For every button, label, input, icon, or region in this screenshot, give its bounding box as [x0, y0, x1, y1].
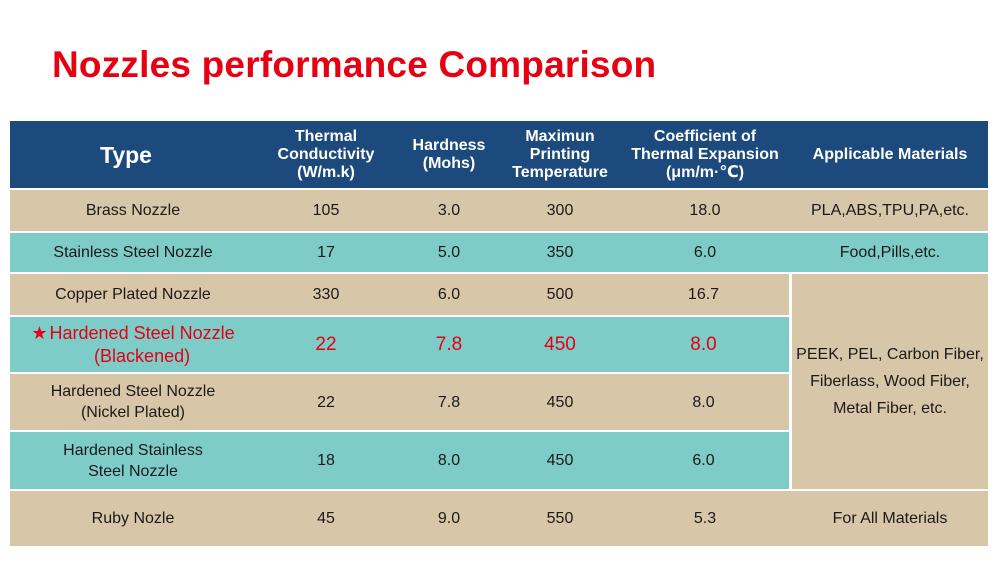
cell-expansion: 16.7: [618, 274, 789, 315]
cell-temperature: 300: [502, 190, 618, 231]
cell-expansion: 18.0: [618, 190, 792, 231]
cell-expansion: 8.0: [618, 374, 789, 430]
cell-thermal: 22: [256, 317, 396, 372]
cell-hardness: 7.8: [396, 317, 502, 372]
cell-thermal: 18: [256, 432, 396, 489]
cell-type: Ruby Nozle: [10, 491, 256, 546]
page-title: Nozzles performance Comparison: [52, 44, 657, 85]
cell-thermal: 330: [256, 274, 396, 315]
header-applicable-materials: Applicable Materials: [792, 121, 988, 188]
cell-thermal: 22: [256, 374, 396, 430]
cell-materials: For All Materials: [792, 491, 988, 546]
cell-thermal: 17: [256, 233, 396, 272]
cell-expansion: 8.0: [618, 317, 789, 372]
cell-temperature: 350: [502, 233, 618, 272]
cell-hardness: 7.8: [396, 374, 502, 430]
cell-temperature: 450: [502, 432, 618, 489]
cell-expansion: 6.0: [618, 233, 792, 272]
cell-type: Hardened Steel Nozzle (Nickel Plated): [10, 374, 256, 430]
header-thermal-conductivity: Thermal Conductivity (W/m.k): [256, 121, 396, 188]
cell-hardness: 5.0: [396, 233, 502, 272]
cell-type-text: Hardened Steel Nozzle (Blackened): [49, 322, 235, 366]
cell-temperature: 450: [502, 317, 618, 372]
header-type: Type: [10, 121, 256, 188]
cell-expansion: 5.3: [618, 491, 792, 546]
cell-hardness: 3.0: [396, 190, 502, 231]
cell-expansion: 6.0: [618, 432, 789, 489]
comparison-table: Type Thermal Conductivity (W/m.k) Hardne…: [10, 121, 988, 546]
cell-thermal: 45: [256, 491, 396, 546]
cell-thermal: 105: [256, 190, 396, 231]
cell-materials: Food,Pills,etc.: [792, 233, 988, 272]
cell-hardness: 9.0: [396, 491, 502, 546]
cell-type-highlight: ★ Hardened Steel Nozzle (Blackened): [10, 317, 256, 372]
cell-hardness: 8.0: [396, 432, 502, 489]
cell-hardness: 6.0: [396, 274, 502, 315]
cell-type: Stainless Steel Nozzle: [10, 233, 256, 272]
cell-materials: PLA,ABS,TPU,PA,etc.: [792, 190, 988, 231]
header-thermal-expansion: Coefficient of Thermal Expansion (μm/m·℃…: [618, 121, 792, 188]
cell-temperature: 500: [502, 274, 618, 315]
header-max-temperature: Maximun Printing Temperature: [502, 121, 618, 188]
cell-temperature: 450: [502, 374, 618, 430]
header-hardness: Hardness (Mohs): [396, 121, 502, 188]
star-icon: ★: [31, 322, 48, 343]
cell-temperature: 550: [502, 491, 618, 546]
cell-type: Brass Nozzle: [10, 190, 256, 231]
cell-materials-merged: PEEK, PEL, Carbon Fiber, Fiberlass, Wood…: [792, 274, 988, 489]
cell-type: Hardened Stainless Steel Nozzle: [10, 432, 256, 489]
cell-type: Copper Plated Nozzle: [10, 274, 256, 315]
